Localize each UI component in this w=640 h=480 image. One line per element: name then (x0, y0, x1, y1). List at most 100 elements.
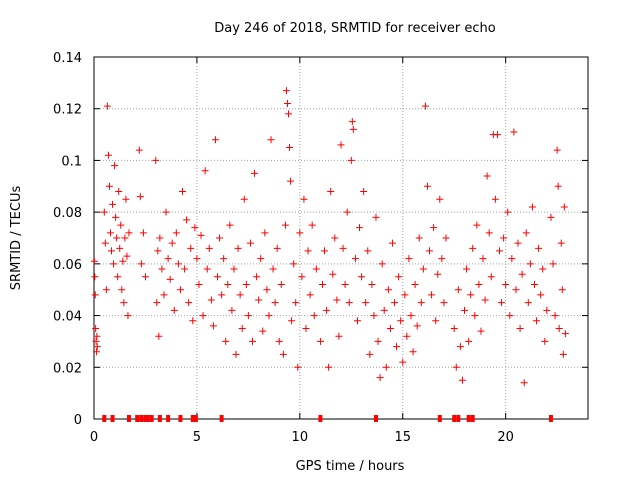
data-point (183, 216, 191, 224)
data-point (553, 146, 561, 154)
zero-marker (110, 415, 115, 422)
data-point (533, 317, 541, 325)
x-tick-label: 15 (394, 430, 411, 445)
data-point (103, 102, 111, 110)
x-tick-label: 10 (292, 430, 309, 445)
data-point (477, 327, 485, 335)
data-point (514, 239, 522, 247)
data-point (348, 118, 356, 126)
y-axis-label: SRMTID / TECUs (9, 186, 24, 291)
data-point (101, 239, 109, 247)
data-point (195, 281, 203, 289)
data-point (298, 273, 306, 281)
data-point (554, 182, 562, 190)
data-point (356, 224, 364, 232)
data-point (512, 286, 520, 294)
zero-marker (157, 415, 162, 422)
data-point (506, 312, 514, 320)
data-point (520, 379, 528, 387)
data-point (378, 260, 386, 268)
data-point (135, 146, 143, 154)
data-point (113, 234, 121, 242)
zero-marker (373, 415, 378, 422)
data-point (504, 208, 512, 216)
data-point (333, 296, 341, 304)
data-point (337, 141, 345, 149)
data-point (467, 291, 475, 299)
data-point (405, 255, 413, 263)
data-point (236, 291, 244, 299)
data-point (160, 291, 168, 299)
data-point (335, 332, 343, 340)
data-point (156, 234, 164, 242)
data-point (288, 317, 296, 325)
data-point (105, 182, 113, 190)
data-point (207, 296, 215, 304)
data-point (343, 208, 351, 216)
data-point (248, 337, 256, 345)
data-point (181, 265, 189, 273)
data-point (493, 131, 501, 139)
zero-marker (466, 415, 471, 422)
data-point (106, 229, 114, 237)
data-point (491, 195, 499, 203)
zero-marker (193, 415, 198, 422)
data-point (111, 162, 119, 170)
data-point (222, 337, 230, 345)
data-point (257, 255, 265, 263)
data-point (282, 87, 290, 95)
data-point (275, 337, 283, 345)
data-point (166, 275, 174, 283)
data-point (174, 260, 182, 268)
data-point (516, 325, 524, 332)
data-point (325, 363, 333, 371)
data-point (218, 291, 226, 299)
data-point (479, 255, 487, 263)
zero-marker (135, 415, 140, 422)
data-point (524, 299, 532, 307)
data-point (92, 325, 100, 332)
data-point (558, 286, 566, 294)
data-point (155, 332, 163, 340)
data-point (102, 286, 110, 294)
x-tick-label: 20 (497, 430, 514, 445)
data-point (395, 273, 403, 281)
data-point (485, 229, 493, 237)
data-point (415, 234, 423, 242)
data-point (104, 151, 112, 159)
data-point (112, 213, 120, 221)
data-point (475, 281, 483, 289)
data-point (421, 102, 429, 110)
data-point (100, 208, 108, 216)
zero-marker (437, 415, 442, 422)
data-point (121, 234, 129, 242)
data-point (90, 257, 98, 265)
zero-markers (102, 415, 553, 422)
data-point (353, 317, 361, 325)
zero-marker (126, 415, 131, 422)
data-point (349, 125, 357, 133)
y-tick-label: 0.08 (53, 206, 82, 221)
axis-ticks: 0 0.02 0.04 0.06 0.08 0.1 0.12 0.14 0 5 10 15 20 (53, 51, 588, 445)
data-point (116, 244, 124, 252)
data-point (164, 255, 172, 263)
data-point (438, 255, 446, 263)
data-point (432, 317, 440, 325)
data-point (279, 350, 287, 358)
data-point (287, 177, 295, 185)
data-point (530, 281, 538, 289)
data-point (559, 350, 567, 358)
zero-marker (452, 415, 457, 422)
data-point (428, 291, 436, 299)
data-point (393, 343, 401, 351)
data-point (391, 299, 399, 307)
data-point (110, 260, 118, 268)
data-point (306, 291, 314, 299)
data-point (118, 286, 126, 294)
data-point (214, 273, 221, 281)
data-point (253, 273, 261, 281)
data-point (339, 244, 347, 252)
data-point (537, 291, 545, 299)
data-point (162, 208, 170, 216)
data-point (386, 325, 394, 332)
